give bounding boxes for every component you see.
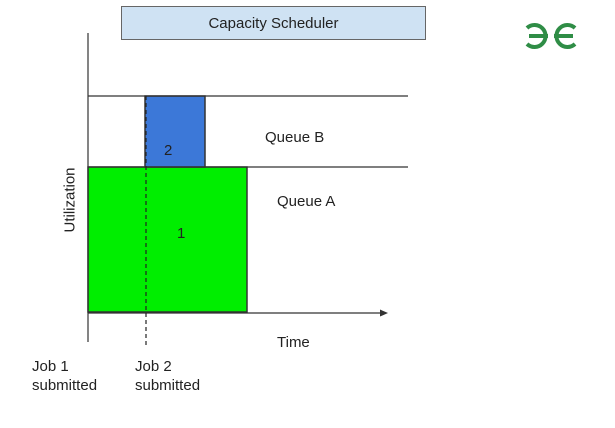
diagram-title: Capacity Scheduler [121, 6, 426, 40]
job-1-name: Job 1 [32, 358, 69, 375]
job-2-label: 2 [164, 142, 173, 159]
y-axis-label: Utilization [61, 167, 79, 233]
job-1-status: submitted [32, 377, 98, 394]
job-2-block [144, 95, 206, 168]
queue-b-label: Queue B [265, 129, 325, 146]
job-1-submitted-label: Job 1 submitted [32, 357, 97, 395]
x-axis-arrow [380, 309, 388, 317]
job-2-submitted-label: Job 2 submitted [135, 357, 200, 395]
job-2-status: submitted [135, 377, 201, 394]
gfg-logo-icon [525, 23, 577, 49]
job-2-name: Job 2 [135, 358, 172, 375]
job-1-label: 1 [177, 225, 186, 242]
queue-a-label: Queue A [277, 193, 336, 210]
job-1-block [87, 166, 248, 313]
x-axis-label: Time [277, 334, 310, 351]
